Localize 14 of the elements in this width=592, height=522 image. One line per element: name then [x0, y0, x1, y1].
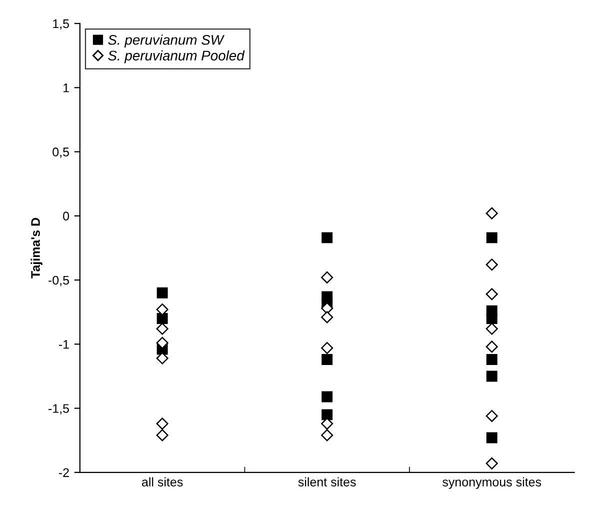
- y-tick-label: -1,5: [48, 404, 69, 414]
- x-tick-label: all sites: [142, 477, 183, 486]
- legend-label: S. peruvianum SW: [108, 34, 225, 48]
- y-tick-label: 0: [63, 212, 70, 221]
- legend-label: S. peruvianum Pooled: [108, 50, 245, 64]
- y-axis-title: Tajima's D: [30, 218, 42, 278]
- y-tick-label: 0,5: [52, 148, 69, 158]
- y-tick-label: -0,5: [48, 276, 69, 286]
- x-tick-label: synonymous sites: [442, 477, 542, 489]
- y-tick-label: 1,5: [53, 19, 69, 30]
- y-tick-label: 1: [64, 84, 69, 92]
- y-tick-label: -2: [58, 468, 69, 477]
- y-tick-label: -1: [58, 340, 69, 349]
- x-tick-label: silent sites: [298, 477, 356, 486]
